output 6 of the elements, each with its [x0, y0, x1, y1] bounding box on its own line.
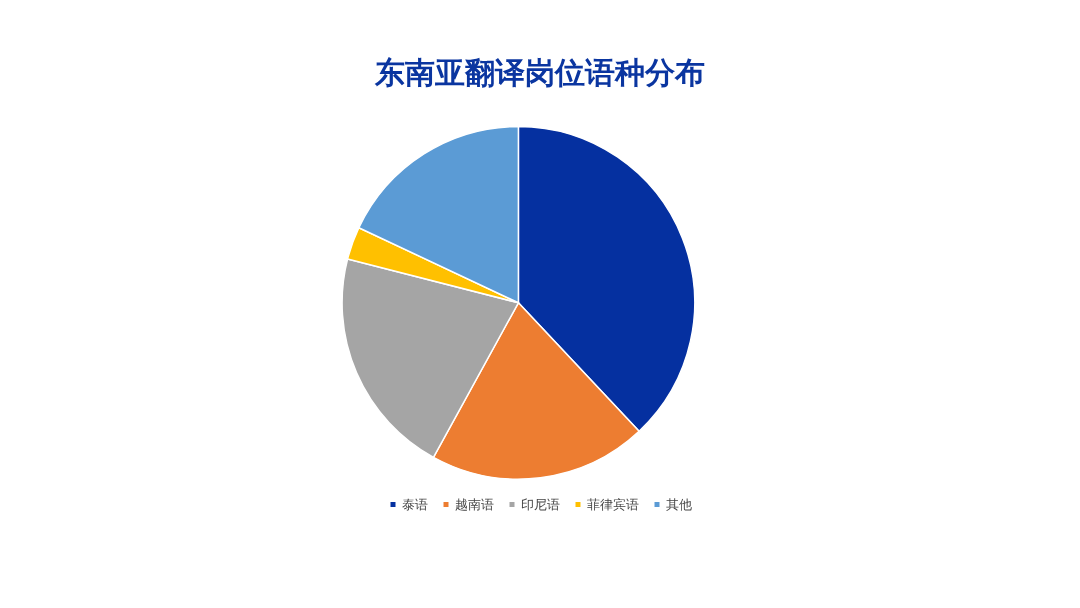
legend-label: 泰语	[401, 497, 428, 512]
legend-label: 印尼语	[520, 497, 560, 512]
legend-label: 越南语	[454, 497, 494, 512]
chart-title: 东南亚翻译岗位语种分布	[374, 54, 705, 90]
legend-label: 菲律宾语	[586, 497, 639, 512]
legend-label: 其他	[665, 497, 692, 512]
